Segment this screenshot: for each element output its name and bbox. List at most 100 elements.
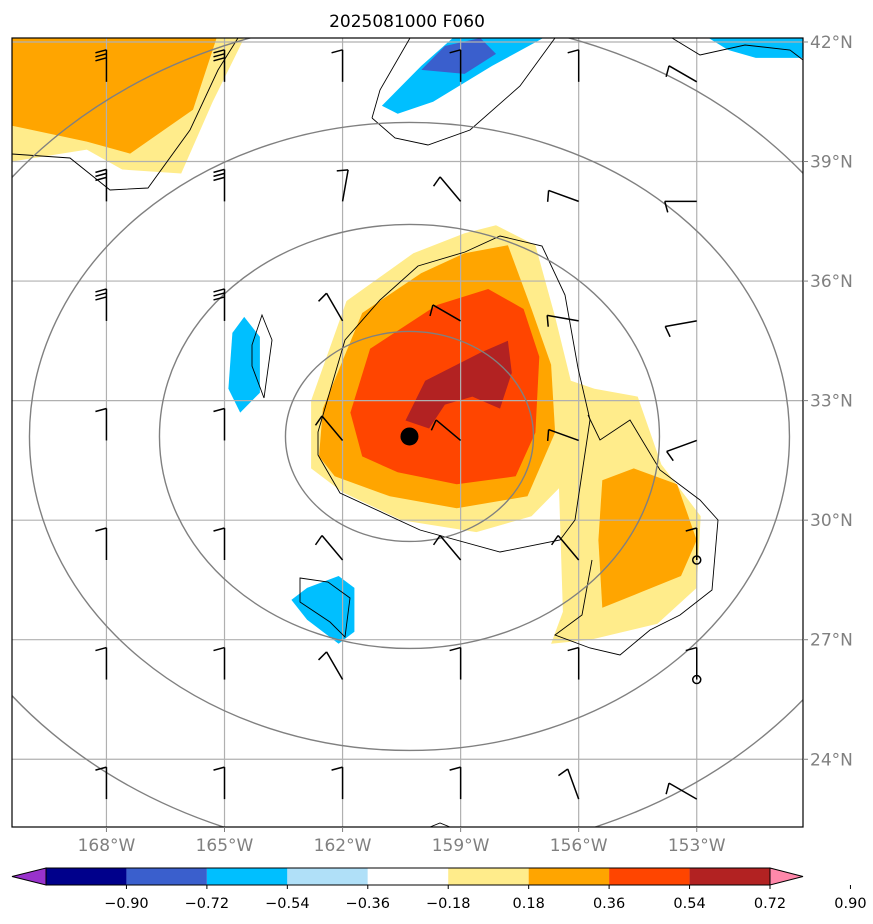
wind-barb <box>213 646 226 680</box>
barb-flag <box>432 535 441 546</box>
colorbar-frame <box>45 867 771 886</box>
colorbar-extend-low <box>11 867 47 886</box>
barb-flag <box>429 304 434 317</box>
contour-line <box>251 313 273 399</box>
colorbar-tick-label: 0.36 <box>593 896 625 912</box>
barb-flag <box>213 527 225 532</box>
barb-flag <box>213 49 225 54</box>
wind-barb <box>546 314 579 327</box>
x-tick-label: 162°W <box>314 836 372 856</box>
x-tick-label: 168°W <box>78 836 136 856</box>
y-tick-label: 36°N <box>810 272 853 292</box>
wind-barb <box>318 651 344 680</box>
wind-barb <box>213 766 226 800</box>
map-frame <box>11 37 804 828</box>
wind-barb <box>314 535 344 561</box>
y-tick-label: 33°N <box>810 392 853 412</box>
barb-flag <box>685 527 697 532</box>
barb-flag <box>95 766 107 771</box>
barb-flag <box>95 172 107 178</box>
barb-flag <box>213 288 225 293</box>
contour-line <box>554 414 719 656</box>
colorbar-box <box>46 868 127 885</box>
wind-barb <box>95 168 108 202</box>
barb-flag <box>331 766 343 771</box>
wind-barb <box>665 65 698 83</box>
colorbar-box <box>367 868 449 885</box>
station-marker <box>691 674 702 685</box>
barb-flag <box>213 172 225 178</box>
barb-flag <box>95 176 107 182</box>
colorbar-box <box>609 868 690 885</box>
wind-barb <box>685 646 698 680</box>
barb-flag <box>213 296 225 301</box>
barb-flag <box>95 49 107 54</box>
wind-barb <box>331 766 344 800</box>
colorbar-extend-high <box>769 867 804 886</box>
wind-barb <box>664 320 697 338</box>
wind-barb <box>95 527 108 561</box>
x-tick-label: 153°W <box>668 836 726 856</box>
barb-flag <box>213 168 225 174</box>
wind-barb <box>567 646 580 680</box>
barb-flag <box>336 169 349 172</box>
thin-contours <box>12 38 803 827</box>
barb-flag <box>665 65 670 78</box>
x-axis-ticks: 168°W 165°W 162°W 159°W 156°W 153°W <box>78 827 726 856</box>
range-ring <box>28 121 791 752</box>
barb-flag <box>664 201 669 213</box>
contour-line <box>317 235 591 553</box>
wind-barb <box>213 49 226 82</box>
wind-barb <box>449 646 462 680</box>
wind-barb <box>665 782 698 800</box>
shaded-region <box>291 576 355 644</box>
barb-flag <box>213 57 225 62</box>
barb-shaft <box>557 535 580 561</box>
barb-flag <box>314 415 323 426</box>
barb-flag <box>95 53 107 58</box>
y-axis-ticks: 24°N 27°N 30°N 33°N 36°N 39°N 42°N <box>803 33 853 770</box>
wind-barb <box>95 646 108 680</box>
shaded-region <box>228 316 260 413</box>
shaded-region <box>708 38 803 58</box>
contour-line <box>371 38 556 146</box>
wind-barb <box>213 407 226 441</box>
wind-barb <box>449 766 462 800</box>
wind-barb <box>95 407 108 441</box>
wind-barb <box>95 766 108 800</box>
wind-barb <box>213 527 226 561</box>
colorbar-tick-label: 0.54 <box>673 896 705 912</box>
colorbar-box <box>287 868 368 885</box>
contour-line <box>429 822 451 827</box>
wind-barb <box>551 535 580 561</box>
barb-shaft <box>325 651 344 680</box>
x-tick-label: 156°W <box>550 836 608 856</box>
colorbar-tick-label: −0.18 <box>426 896 470 912</box>
barb-shaft <box>668 782 698 800</box>
barb-flag <box>318 292 328 302</box>
barb-flag <box>331 49 343 54</box>
shaded-region <box>381 38 544 114</box>
shaded-region <box>405 340 512 429</box>
range-ring <box>284 330 535 543</box>
barb-flag <box>567 49 579 54</box>
colorbar-tick-label: 0.90 <box>834 896 866 912</box>
wind-barb <box>336 169 349 202</box>
colorbar-tick-label: −0.90 <box>104 896 148 912</box>
barb-flag <box>213 407 225 413</box>
wind-barb <box>213 288 226 321</box>
wind-barbs <box>95 49 698 800</box>
barb-shaft <box>321 415 344 441</box>
barb-flag <box>213 646 225 652</box>
colorbar: −0.90 −0.72 −0.54 −0.36 −0.18 0.18 0.36 0.54 0.7… <box>11 867 867 912</box>
barb-flag <box>449 49 461 54</box>
barb-shaft <box>432 304 462 322</box>
barb-flag <box>95 296 107 301</box>
y-tick-label: 39°N <box>810 153 853 173</box>
shaded-region <box>598 468 697 608</box>
contour-line <box>299 577 351 638</box>
barb-flag <box>95 527 107 532</box>
barb-flag <box>318 651 328 661</box>
colorbar-tick-label: 0.18 <box>513 896 545 912</box>
